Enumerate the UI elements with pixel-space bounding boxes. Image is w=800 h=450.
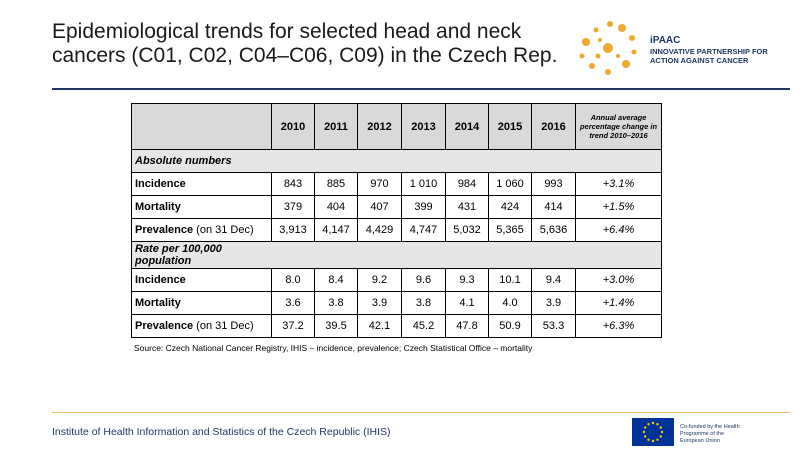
table-cell: 5,636: [531, 218, 576, 242]
table-cell: 970: [357, 172, 402, 196]
column-header: 2015: [488, 103, 532, 150]
table-cell: 407: [357, 195, 402, 219]
table-cell: +6.3%: [575, 314, 662, 338]
row-label: Incidence: [131, 268, 272, 292]
logo-name: iPAAC: [650, 35, 681, 46]
table-cell: 53.3: [531, 314, 576, 338]
row-label: Incidence: [131, 172, 272, 196]
row-label-text: Prevalence: [135, 320, 194, 332]
row-label-text: Prevalence: [135, 224, 194, 236]
header-row: 2010 2011 2012 2013 2014 2015 2016 Annual avera…: [131, 103, 662, 150]
row-label-text: Incidence: [135, 178, 186, 190]
column-header: 2012: [357, 103, 402, 150]
table-cell: 39.5: [314, 314, 358, 338]
header-cell: [131, 103, 272, 150]
row-label-text: Mortality: [135, 201, 181, 213]
column-header: Annual average percentage change in tren…: [575, 103, 662, 150]
slide-title: Epidemiological trends for selected head…: [52, 20, 558, 67]
table-cell: 3.9: [531, 291, 576, 315]
table-row: Mortality 3.6 3.8 3.9 3.8 4.1 4.0 3.9 +1.4%: [131, 291, 662, 315]
table-cell: 47.8: [445, 314, 489, 338]
table-cell: 3.8: [314, 291, 358, 315]
footer-institute: Institute of Health Information and Stat…: [52, 426, 391, 438]
column-header: 2011: [314, 103, 358, 150]
table-cell: 4.0: [488, 291, 532, 315]
logo-mark: [579, 21, 637, 75]
row-label: Prevalence (on 31 Dec): [131, 314, 272, 338]
table-cell: 399: [401, 195, 446, 219]
row-label-note: (on 31 Dec): [196, 320, 254, 332]
table-cell: 3.8: [401, 291, 446, 315]
table-cell: 4.1: [445, 291, 489, 315]
table-cell: 10.1: [488, 268, 532, 292]
source-note: Source: Czech National Cancer Registry, …: [134, 343, 533, 353]
table-cell: 8.0: [271, 268, 315, 292]
table-cell: +3.1%: [575, 172, 662, 196]
table-cell: +1.5%: [575, 195, 662, 219]
table-cell: 984: [445, 172, 489, 196]
table-row: Prevalence (on 31 Dec) 37.2 39.5 42.1 45.2 47…: [131, 314, 662, 338]
table-cell: 8.4: [314, 268, 358, 292]
column-header: 2014: [445, 103, 489, 150]
divider: [52, 412, 790, 413]
column-header: 2010: [271, 103, 315, 150]
table-cell: 424: [488, 195, 532, 219]
eu-flag: [632, 418, 674, 446]
data-table: 2010 2011 2012 2013 2014 2015 2016 Annual avera…: [131, 103, 662, 338]
table-cell: 5,365: [488, 218, 532, 242]
section-row: Rate per 100,000 population: [131, 241, 662, 269]
table-cell: 379: [271, 195, 315, 219]
table-cell: 1 010: [401, 172, 446, 196]
table-cell: 843: [271, 172, 315, 196]
eu-note: Co-funded by the Health Programme of the…: [680, 424, 740, 444]
table-cell: 42.1: [357, 314, 402, 338]
section-title: Absolute numbers: [131, 149, 662, 173]
table-row: Incidence 8.0 8.4 9.2 9.6 9.3 10.1 9.4 +3.0%: [131, 268, 662, 292]
table-cell: +6.4%: [575, 218, 662, 242]
row-label-note: (on 31 Dec): [196, 224, 254, 236]
section-title-text: Rate per 100,000 population: [135, 243, 222, 267]
table-row: Incidence 843 885 970 1 010 984 1 060 993 +3.1%: [131, 172, 662, 196]
section-row: Absolute numbers: [131, 149, 662, 173]
table-cell: 9.3: [445, 268, 489, 292]
table-cell: +3.0%: [575, 268, 662, 292]
table-row: Mortality 379 404 407 399 431 424 414 +1.5%: [131, 195, 662, 219]
table-cell: 1 060: [488, 172, 532, 196]
table-cell: 3.9: [357, 291, 402, 315]
column-header: 2016: [531, 103, 576, 150]
section-title: Rate per 100,000 population: [131, 241, 662, 269]
table-cell: 4,429: [357, 218, 402, 242]
row-label: Mortality: [131, 291, 272, 315]
table-cell: 50.9: [488, 314, 532, 338]
table-row: Prevalence (on 31 Dec) 3,913 4,147 4,429 4,7…: [131, 218, 662, 242]
table-cell: 37.2: [271, 314, 315, 338]
table-cell: +1.4%: [575, 291, 662, 315]
table-cell: 431: [445, 195, 489, 219]
table-cell: 9.6: [401, 268, 446, 292]
table-cell: 414: [531, 195, 576, 219]
table-cell: 9.2: [357, 268, 402, 292]
table-cell: 4,747: [401, 218, 446, 242]
row-label: Prevalence (on 31 Dec): [131, 218, 272, 242]
table-cell: 885: [314, 172, 358, 196]
table-cell: 4,147: [314, 218, 358, 242]
column-header: 2013: [401, 103, 446, 150]
divider: [52, 88, 790, 90]
logo-tagline: INNOVATIVE PARTNERSHIP FOR ACTION AGAINS…: [650, 47, 768, 65]
table-cell: 993: [531, 172, 576, 196]
row-label: Mortality: [131, 195, 272, 219]
row-label-text: Incidence: [135, 274, 186, 286]
table-cell: 45.2: [401, 314, 446, 338]
table-cell: 404: [314, 195, 358, 219]
row-label-text: Mortality: [135, 297, 181, 309]
table-cell: 5,032: [445, 218, 489, 242]
table-cell: 3.6: [271, 291, 315, 315]
table-cell: 9.4: [531, 268, 576, 292]
table-cell: 3,913: [271, 218, 315, 242]
